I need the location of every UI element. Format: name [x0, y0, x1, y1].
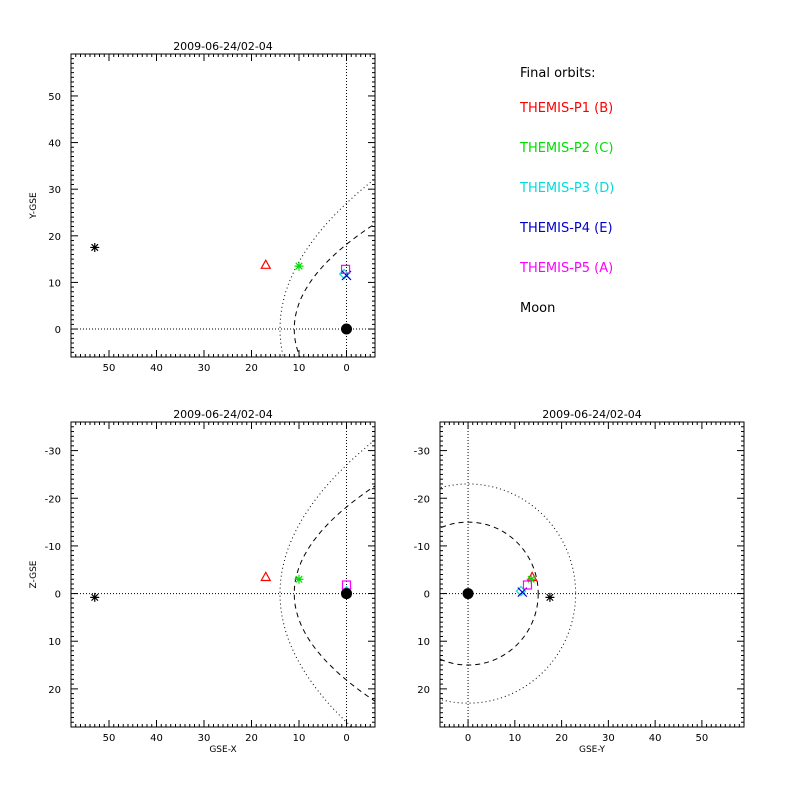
- y-tick-label: 20: [48, 232, 61, 243]
- x-tick-label: 10: [508, 733, 521, 744]
- panel-title: 2009-06-24/02-04: [173, 40, 273, 53]
- y-tick-label: 0: [424, 590, 430, 601]
- marker-themis-p5: [522, 580, 533, 590]
- marker-earth: [462, 588, 474, 600]
- y-tick-label: 10: [48, 278, 61, 289]
- y-axis-label: Y-GSE: [29, 192, 39, 220]
- x-tick-label: 40: [649, 733, 662, 744]
- y-tick-label: 10: [417, 637, 430, 648]
- legend-item-p2: THEMIS-P2 (C): [520, 141, 614, 156]
- y-tick-label: 30: [48, 185, 61, 196]
- x-tick-label: 50: [103, 733, 116, 744]
- legend-item-p3: THEMIS-P3 (D): [520, 181, 615, 196]
- marker-themis-p2: [526, 574, 536, 584]
- marker-earth: [341, 323, 352, 335]
- x-axis-label: GSE-Y: [579, 745, 606, 755]
- origin-reference-lines: [440, 422, 744, 727]
- x-tick-label: 10: [293, 733, 306, 744]
- origin-reference-lines: [71, 54, 375, 357]
- y-tick-label: -20: [45, 494, 61, 505]
- marker-themis-p2: [294, 261, 304, 271]
- x-tick-label: 10: [293, 363, 306, 374]
- x-tick-label: 20: [245, 733, 258, 744]
- x-tick-label: 20: [555, 733, 568, 744]
- y-tick-label: 40: [48, 139, 61, 150]
- y-tick-label: -30: [45, 447, 61, 458]
- x-axis-label: GSE-X: [209, 745, 236, 755]
- marker-themis-p5: [340, 264, 351, 274]
- y-tick-label: 20: [48, 685, 61, 696]
- y-tick-label: 0: [55, 590, 61, 601]
- marker-moon: [90, 592, 100, 602]
- x-tick-label: 30: [602, 733, 615, 744]
- panel-title: 2009-06-24/02-04: [542, 408, 642, 421]
- bow-shock-circle: [440, 483, 577, 704]
- boundary-curves: [440, 483, 577, 704]
- legend-item-p4: THEMIS-P4 (E): [520, 221, 613, 236]
- plot-frame: [439, 421, 745, 728]
- x-tick-label: 50: [696, 733, 709, 744]
- y-tick-label: 10: [48, 637, 61, 648]
- plot-frame: [70, 53, 376, 358]
- y-tick-label: -10: [414, 542, 430, 553]
- x-tick-label: 30: [198, 363, 211, 374]
- xz-plane-panel: 50 40 30 20 10 0 20 10 0 -10 -20 -30 2009-06-24/02-0…: [29, 408, 376, 755]
- legend-item-p5: THEMIS-P5 (A): [520, 261, 614, 276]
- x-tick-label: 30: [198, 733, 211, 744]
- x-tick-label: 0: [343, 733, 349, 744]
- marker-themis-p2: [294, 574, 304, 584]
- x-tick-label: 0: [343, 363, 349, 374]
- legend-item-moon: Moon: [520, 301, 556, 316]
- x-tick-label: 40: [150, 733, 163, 744]
- x-tick-label: 50: [103, 363, 116, 374]
- x-tick-label: 0: [465, 733, 471, 744]
- marker-themis-p1: [260, 258, 272, 269]
- y-tick-label: -10: [45, 542, 61, 553]
- y-tick-label: 50: [48, 92, 61, 103]
- legend-item-p1: THEMIS-P1 (B): [520, 101, 614, 116]
- yz-plane-panel: 0 10 20 30 40 50 20 10 0 -10 -20 -30 2009-06-24/02-0…: [414, 408, 745, 755]
- y-tick-label: -20: [414, 494, 430, 505]
- marker-moon: [90, 242, 100, 252]
- y-axis-label: Z-GSE: [29, 560, 39, 588]
- marker-earth: [341, 588, 352, 600]
- legend-title: Final orbits:: [520, 66, 596, 81]
- y-tick-label: 20: [417, 685, 430, 696]
- plot-frame: [70, 421, 376, 728]
- panel-title: 2009-06-24/02-04: [173, 408, 273, 421]
- y-tick-label: 0: [55, 325, 61, 336]
- x-tick-label: 40: [150, 363, 163, 374]
- y-tick-label: -30: [414, 447, 430, 458]
- marker-moon: [545, 592, 555, 602]
- marker-themis-p3: [515, 585, 527, 597]
- magnetopause-circle: [440, 521, 539, 666]
- boundary-curves: [279, 439, 375, 727]
- origin-reference-lines: [71, 422, 375, 727]
- bow-shock-curve: [279, 439, 375, 727]
- legend: Final orbits: THEMIS-P1 (B) THEMIS-P2 (C…: [520, 66, 614, 341]
- xy-plane-panel: 50 40 30 20 10 0 0 10 20 30 40 50 2009-06-24/02-04 Y-…: [29, 40, 376, 374]
- marker-themis-p1: [260, 571, 272, 582]
- x-tick-label: 20: [245, 363, 258, 374]
